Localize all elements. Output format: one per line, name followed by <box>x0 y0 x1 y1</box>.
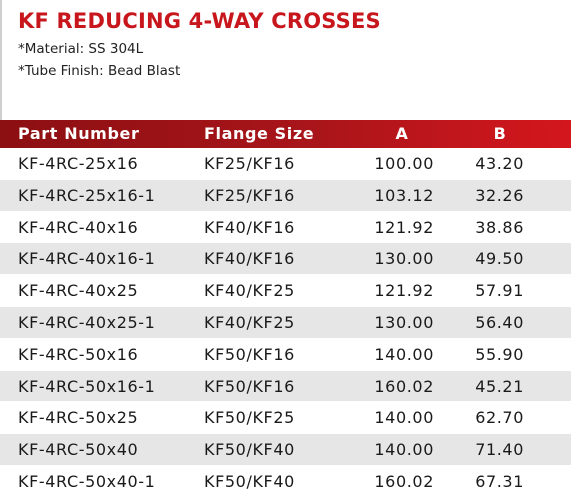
cell-a: 100.00 <box>374 154 434 173</box>
left-border-rule <box>0 0 2 120</box>
table-row: KF-4RC-40x16-1 KF40/KF16 130.00 49.50 <box>0 243 571 276</box>
cell-a: 160.02 <box>374 376 434 396</box>
cell-flange-size: KF40/KF25 <box>204 281 295 301</box>
table-row: KF-4RC-50x16-1 KF50/KF16 160.02 45.21 <box>0 370 571 403</box>
cell-b: 32.26 <box>475 185 524 205</box>
cell-b: 49.50 <box>475 249 524 269</box>
finish-note: *Tube Finish: Bead Blast <box>18 63 181 79</box>
cell-part-number: KF-4RC-40x16 <box>18 217 139 237</box>
cell-b: 38.86 <box>475 217 524 237</box>
cell-b: 57.91 <box>475 281 524 301</box>
header-part-number: Part Number <box>18 124 140 143</box>
cell-flange-size: KF50/KF16 <box>204 376 295 396</box>
cell-part-number: KF-4RC-25x16-1 <box>18 185 156 205</box>
cell-b: 56.40 <box>475 312 524 332</box>
cell-b: 67.31 <box>475 471 524 491</box>
cell-a: 140.00 <box>374 440 434 460</box>
table-row: KF-4RC-50x25 KF50/KF25 140.00 62.70 <box>0 402 571 435</box>
cell-a: 121.92 <box>374 281 434 301</box>
cell-a: 103.12 <box>374 185 434 205</box>
cell-flange-size: KF50/KF40 <box>204 440 295 460</box>
table-row: KF-4RC-25x16-1 KF25/KF16 103.12 32.26 <box>0 179 571 212</box>
cell-a: 130.00 <box>374 249 434 269</box>
cell-b: 71.40 <box>475 440 524 460</box>
cell-flange-size: KF50/KF25 <box>204 408 295 428</box>
cell-flange-size: KF25/KF16 <box>204 185 295 205</box>
table-row: KF-4RC-40x25-1 KF40/KF25 130.00 56.40 <box>0 306 571 339</box>
cell-part-number: KF-4RC-40x16-1 <box>18 249 156 269</box>
page-title: KF REDUCING 4-WAY CROSSES <box>18 9 381 33</box>
table-row: KF-4RC-40x16 KF40/KF16 121.92 38.86 <box>0 211 571 244</box>
cell-part-number: KF-4RC-50x40 <box>18 440 139 460</box>
cell-b: 43.20 <box>475 154 524 173</box>
cell-a: 140.00 <box>374 344 434 364</box>
cell-part-number: KF-4RC-40x25 <box>18 281 139 301</box>
cell-flange-size: KF40/KF16 <box>204 249 295 269</box>
table-row: KF-4RC-50x16 KF50/KF16 140.00 55.90 <box>0 338 571 371</box>
cell-part-number: KF-4RC-50x40-1 <box>18 471 156 491</box>
cell-part-number: KF-4RC-50x25 <box>18 408 139 428</box>
cell-part-number: KF-4RC-25x16 <box>18 154 139 173</box>
cell-b: 45.21 <box>475 376 524 396</box>
header-b: B <box>493 124 507 143</box>
cell-flange-size: KF40/KF25 <box>204 312 295 332</box>
cell-flange-size: KF40/KF16 <box>204 217 295 237</box>
cell-a: 160.02 <box>374 471 434 491</box>
table-header-row: Part Number Flange Size A B <box>0 120 571 148</box>
table-row: KF-4RC-40x25 KF40/KF25 121.92 57.91 <box>0 275 571 307</box>
cell-a: 140.00 <box>374 408 434 428</box>
cell-flange-size: KF50/KF40 <box>204 471 295 491</box>
cell-part-number: KF-4RC-40x25-1 <box>18 312 156 332</box>
table-row: KF-4RC-25x16 KF25/KF16 100.00 43.20 <box>0 148 571 180</box>
cell-part-number: KF-4RC-50x16 <box>18 344 139 364</box>
material-note: *Material: SS 304L <box>18 41 144 57</box>
table-row: KF-4RC-50x40-1 KF50/KF40 160.02 67.31 <box>0 465 571 498</box>
cell-flange-size: KF50/KF16 <box>204 344 295 364</box>
header-a: A <box>395 124 409 143</box>
cell-b: 62.70 <box>475 408 524 428</box>
cell-flange-size: KF25/KF16 <box>204 154 295 173</box>
table-row: KF-4RC-50x40 KF50/KF40 140.00 71.40 <box>0 434 571 466</box>
cell-part-number: KF-4RC-50x16-1 <box>18 376 156 396</box>
cell-a: 121.92 <box>374 217 434 237</box>
cell-a: 130.00 <box>374 312 434 332</box>
cell-b: 55.90 <box>475 344 524 364</box>
header-flange-size: Flange Size <box>204 124 315 143</box>
spec-table: Part Number Flange Size A B KF-4RC-25x16… <box>0 120 571 498</box>
table-body: KF-4RC-25x16 KF25/KF16 100.00 43.20 KF-4RC-2… <box>0 148 571 498</box>
